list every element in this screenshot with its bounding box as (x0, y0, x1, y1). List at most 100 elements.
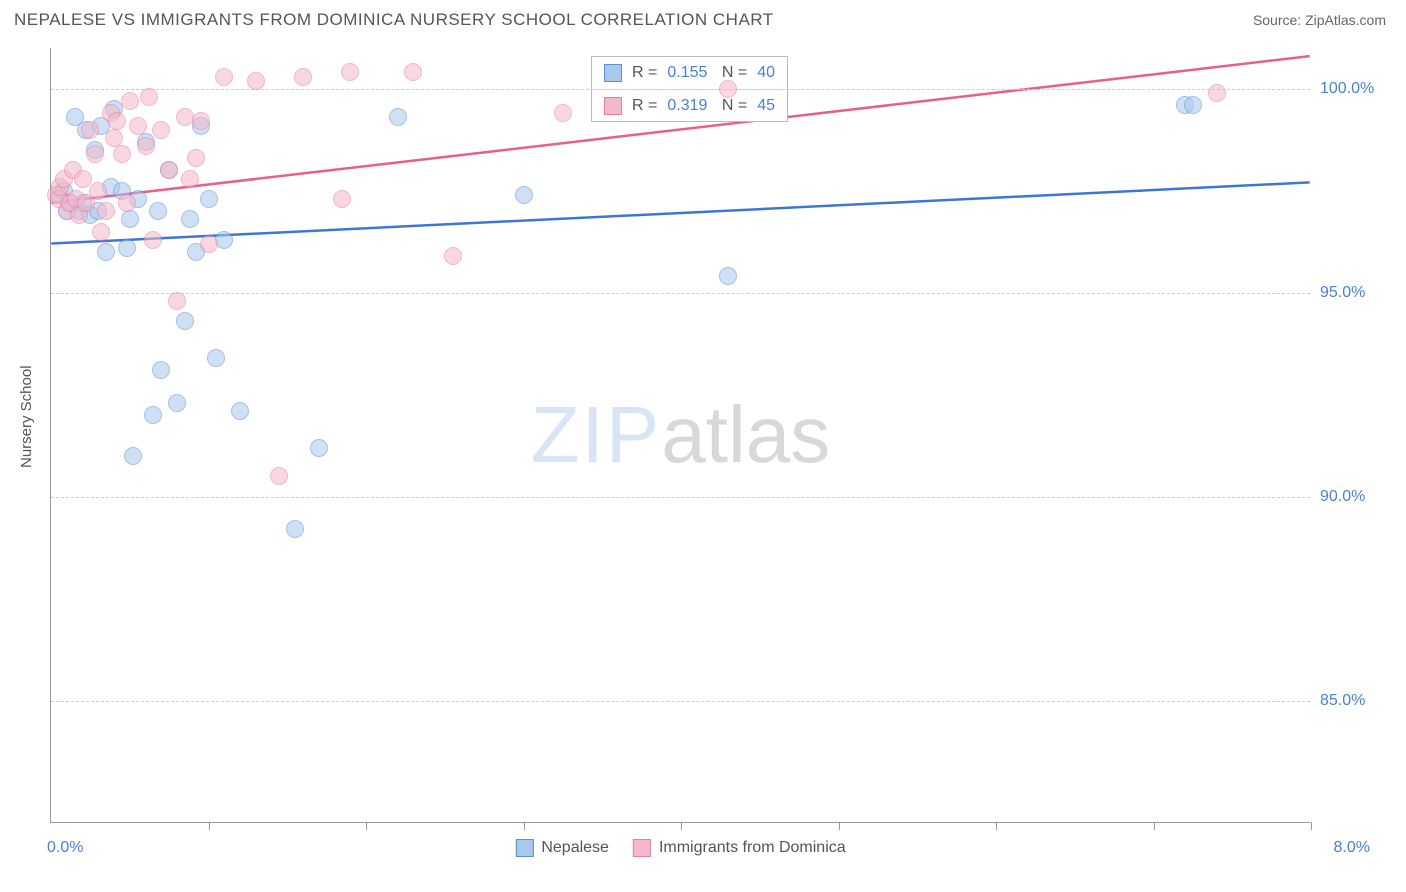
data-point (444, 247, 462, 265)
gridline-h (51, 293, 1310, 294)
stats-R-value-0: 0.155 (667, 64, 707, 82)
stats-R-label: R = (632, 64, 657, 82)
data-point (105, 129, 123, 147)
trend-lines (51, 48, 1310, 822)
xtick-mark (1311, 822, 1312, 830)
legend-item-1: Immigrants from Dominica (633, 839, 846, 857)
data-point (81, 121, 99, 139)
data-point (181, 170, 199, 188)
xtick-mark (996, 822, 997, 830)
data-point (160, 161, 178, 179)
data-point (144, 406, 162, 424)
stats-R-label: R = (632, 97, 657, 115)
data-point (231, 402, 249, 420)
data-point (192, 112, 210, 130)
ytick-label: 85.0% (1320, 692, 1365, 710)
legend-label-1: Immigrants from Dominica (659, 839, 846, 857)
data-point (215, 231, 233, 249)
stats-N-value-1: 45 (757, 97, 775, 115)
data-point (200, 190, 218, 208)
data-point (74, 170, 92, 188)
data-point (152, 361, 170, 379)
plot-area: ZIPatlas R = 0.155 N = 40 R = 0.319 N = … (50, 48, 1310, 823)
gridline-h (51, 89, 1310, 90)
legend: Nepalese Immigrants from Dominica (515, 839, 845, 857)
legend-label-0: Nepalese (541, 839, 609, 857)
swatch-series-1 (604, 97, 622, 115)
gridline-h (51, 497, 1310, 498)
data-point (97, 243, 115, 261)
data-point (1184, 96, 1202, 114)
data-point (515, 186, 533, 204)
stats-N-label: N = (717, 64, 747, 82)
data-point (108, 112, 126, 130)
chart-title: NEPALESE VS IMMIGRANTS FROM DOMINICA NUR… (14, 10, 774, 30)
ytick-label: 100.0% (1320, 80, 1374, 98)
stats-row-0: R = 0.155 N = 40 (592, 57, 787, 89)
xaxis-label-max: 8.0% (1334, 839, 1370, 857)
data-point (121, 210, 139, 228)
xtick-mark (524, 822, 525, 830)
data-point (404, 63, 422, 81)
ytick-label: 95.0% (1320, 284, 1365, 302)
watermark-zip: ZIP (531, 390, 661, 479)
data-point (389, 108, 407, 126)
ytick-label: 90.0% (1320, 488, 1365, 506)
data-point (168, 394, 186, 412)
xtick-mark (1154, 822, 1155, 830)
data-point (181, 210, 199, 228)
stats-row-1: R = 0.319 N = 45 (592, 89, 787, 121)
stats-N-label: N = (717, 97, 747, 115)
data-point (129, 117, 147, 135)
data-point (97, 202, 115, 220)
yaxis-title: Nursery School (18, 365, 35, 468)
data-point (341, 63, 359, 81)
data-point (118, 194, 136, 212)
xtick-mark (209, 822, 210, 830)
xtick-mark (839, 822, 840, 830)
data-point (121, 92, 139, 110)
stats-N-value-0: 40 (757, 64, 775, 82)
data-point (118, 239, 136, 257)
data-point (270, 467, 288, 485)
stats-R-value-1: 0.319 (667, 97, 707, 115)
chart-container: Nursery School ZIPatlas R = 0.155 N = 40… (0, 38, 1406, 888)
data-point (86, 145, 104, 163)
data-point (333, 190, 351, 208)
data-point (124, 447, 142, 465)
data-point (215, 68, 233, 86)
swatch-series-0 (604, 64, 622, 82)
data-point (176, 312, 194, 330)
legend-swatch-0 (515, 839, 533, 857)
data-point (144, 231, 162, 249)
xaxis-label-min: 0.0% (47, 839, 83, 857)
data-point (719, 267, 737, 285)
gridline-h (51, 701, 1310, 702)
data-point (137, 137, 155, 155)
data-point (554, 104, 572, 122)
chart-header: NEPALESE VS IMMIGRANTS FROM DOMINICA NUR… (0, 0, 1406, 38)
data-point (294, 68, 312, 86)
data-point (310, 439, 328, 457)
chart-source: Source: ZipAtlas.com (1253, 12, 1386, 28)
watermark-atlas: atlas (661, 390, 830, 479)
data-point (113, 145, 131, 163)
legend-item-0: Nepalese (515, 839, 609, 857)
data-point (286, 520, 304, 538)
data-point (92, 223, 110, 241)
data-point (719, 80, 737, 98)
data-point (89, 182, 107, 200)
data-point (168, 292, 186, 310)
legend-swatch-1 (633, 839, 651, 857)
xtick-mark (366, 822, 367, 830)
data-point (187, 149, 205, 167)
data-point (1208, 84, 1226, 102)
data-point (152, 121, 170, 139)
trend-line (51, 182, 1309, 243)
watermark: ZIPatlas (531, 389, 830, 481)
xtick-mark (681, 822, 682, 830)
data-point (247, 72, 265, 90)
data-point (149, 202, 167, 220)
data-point (140, 88, 158, 106)
data-point (200, 235, 218, 253)
